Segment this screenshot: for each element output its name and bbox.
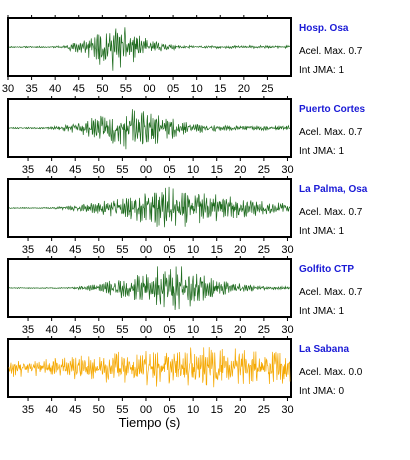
- waveform-trace: [8, 109, 291, 150]
- x-tick-label: 00: [140, 324, 152, 336]
- waveform-trace: [8, 347, 291, 388]
- waveform-trace: [8, 186, 291, 228]
- acel-max-label: Acel. Max. 0.7: [299, 46, 363, 57]
- acel-max-label: Acel. Max. 0.7: [299, 287, 363, 298]
- panel-3: 35 40 45 50 55 00 05 10 15 20 25 30 La Palma, Osa Ace…: [7, 176, 368, 256]
- int-jma-label: Int JMA: 1: [299, 146, 344, 157]
- plot-frame: [7, 338, 292, 398]
- x-tick-label: 05: [163, 324, 175, 336]
- x-tick-label: 45: [69, 164, 81, 176]
- x-tick-label: 40: [46, 404, 58, 416]
- station-name: La Palma, Osa: [299, 184, 368, 195]
- x-tick-label: 45: [69, 244, 81, 256]
- acel-max-label: Acel. Max. 0.0: [299, 367, 363, 378]
- station-name: Puerto Cortes: [299, 104, 366, 115]
- x-tick-label: 05: [163, 404, 175, 416]
- x-tick-label: 15: [211, 164, 223, 176]
- x-tick-label: 40: [46, 324, 58, 336]
- x-tick-label: 45: [69, 404, 81, 416]
- x-tick-label: 30: [281, 404, 293, 416]
- panel-1: 30 35 40 45 50 55 00 05 10 15 20 25 Hosp. Osa Acel. M…: [2, 15, 363, 95]
- panel-5: 35 40 45 50 55 00 05 10 15 20 25 30 La Sabana Acel. M…: [7, 336, 363, 416]
- x-tick-label: 25: [258, 404, 270, 416]
- x-tick-label: 15: [214, 83, 226, 95]
- x-tick-label: 55: [116, 404, 128, 416]
- plot-frame: [7, 178, 292, 238]
- waveform-trace: [8, 27, 291, 71]
- x-tick-label: 25: [258, 324, 270, 336]
- x-tick-label: 10: [187, 324, 199, 336]
- acel-max-label: Acel. Max. 0.7: [299, 127, 363, 138]
- x-tick-label: 00: [140, 164, 152, 176]
- x-tick-label: 00: [140, 404, 152, 416]
- x-tick-label: 00: [140, 244, 152, 256]
- x-tick-label: 25: [261, 83, 273, 95]
- int-jma-label: Int JMA: 0: [299, 386, 344, 397]
- x-tick-label: 40: [46, 244, 58, 256]
- x-tick-label: 50: [93, 164, 105, 176]
- x-tick-label: 15: [211, 404, 223, 416]
- int-jma-label: Int JMA: 1: [299, 306, 344, 317]
- x-tick-label: 20: [234, 324, 246, 336]
- plot-frame: [7, 98, 292, 158]
- waveform-trace: [8, 266, 291, 311]
- x-tick-label: 05: [163, 164, 175, 176]
- x-tick-label: 20: [234, 404, 246, 416]
- x-tick-label: 50: [96, 83, 108, 95]
- x-tick-label: 05: [167, 83, 179, 95]
- x-tick-label: 00: [143, 83, 155, 95]
- x-tick-label: 30: [281, 324, 293, 336]
- x-tick-label: 15: [211, 244, 223, 256]
- panel-4: 35 40 45 50 55 00 05 10 15 20 25 30 Golfito CTP Acel.…: [7, 256, 363, 336]
- x-tick-label: 35: [22, 244, 34, 256]
- x-tick-label: 55: [116, 244, 128, 256]
- x-tick-label: 35: [22, 404, 34, 416]
- x-tick-label: 35: [22, 164, 34, 176]
- x-tick-label: 10: [187, 404, 199, 416]
- x-axis-title: Tiempo (s): [119, 415, 181, 430]
- x-tick-label: 50: [93, 324, 105, 336]
- x-tick-label: 30: [281, 244, 293, 256]
- x-tick-label: 20: [234, 164, 246, 176]
- x-tick-label: 25: [258, 164, 270, 176]
- x-tick-label: 40: [49, 83, 61, 95]
- x-tick-label: 20: [234, 244, 246, 256]
- station-name: Hosp. Osa: [299, 23, 349, 34]
- x-tick-label: 45: [69, 324, 81, 336]
- x-tick-label: 10: [187, 244, 199, 256]
- x-tick-label: 10: [187, 164, 199, 176]
- x-tick-label: 05: [163, 244, 175, 256]
- x-tick-label: 30: [281, 164, 293, 176]
- x-tick-label: 45: [73, 83, 85, 95]
- x-tick-label: 25: [258, 244, 270, 256]
- x-tick-label: 50: [93, 404, 105, 416]
- x-tick-label: 55: [120, 83, 132, 95]
- panel-2: 35 40 45 50 55 00 05 10 15 20 25 30 Puerto Cortes Ace…: [7, 96, 366, 176]
- int-jma-label: Int JMA: 1: [299, 226, 344, 237]
- x-tick-label: 50: [93, 244, 105, 256]
- x-tick-label: 10: [191, 83, 203, 95]
- x-tick-label: 35: [22, 324, 34, 336]
- x-tick-label: 55: [116, 164, 128, 176]
- x-tick-label: 55: [116, 324, 128, 336]
- x-tick-label: 20: [238, 83, 250, 95]
- station-name: La Sabana: [299, 344, 349, 355]
- plot-frame: [7, 258, 292, 318]
- x-tick-label: 30: [2, 83, 14, 95]
- acel-max-label: Acel. Max. 0.7: [299, 207, 363, 218]
- x-tick-label: 40: [46, 164, 58, 176]
- station-name: Golfito CTP: [299, 264, 354, 275]
- x-tick-label: 15: [211, 324, 223, 336]
- int-jma-label: Int JMA: 1: [299, 65, 344, 76]
- x-tick-label: 35: [25, 83, 37, 95]
